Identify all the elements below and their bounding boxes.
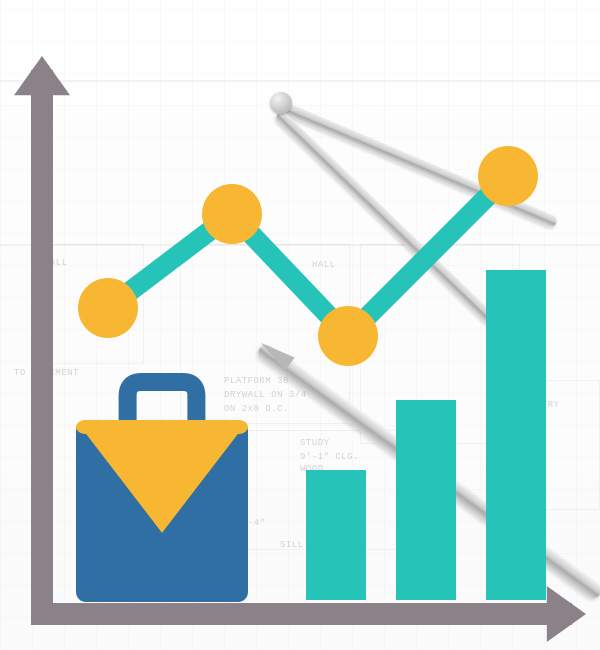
briefcase-handle [128,382,197,426]
chart-svg [0,0,600,650]
trend-line [108,176,508,336]
data-point-marker [478,146,538,206]
line-markers [78,146,538,366]
bar [306,470,366,600]
y-axis-arrow-icon [14,56,70,95]
x-axis-arrow-icon [547,586,586,642]
data-point-marker [202,184,262,244]
data-point-marker [78,278,138,338]
bar [396,400,456,600]
bar [486,270,546,600]
infographic-canvas: HALLHALLSTUDYENTRYTO BASEMENTPLATFORM 36… [0,0,600,650]
briefcase-top-strip [76,420,248,434]
data-point-marker [318,306,378,366]
line-series [108,176,508,336]
briefcase-icon [76,382,248,602]
